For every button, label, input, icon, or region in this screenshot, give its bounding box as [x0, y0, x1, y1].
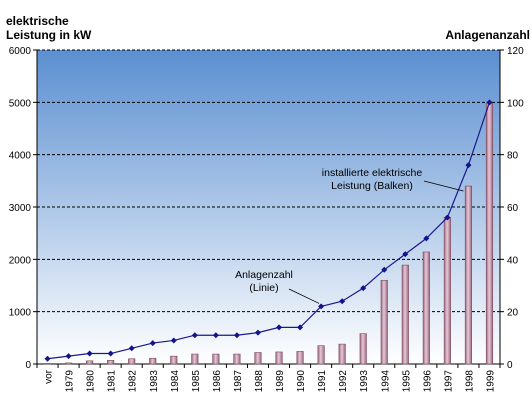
line-marker: [381, 266, 388, 273]
bar: [107, 360, 115, 365]
bar: [485, 103, 494, 365]
bar: [296, 351, 304, 365]
line-marker: [128, 345, 135, 352]
x-tick-label: 1987: [233, 370, 244, 393]
right-tick-label: 40: [507, 255, 519, 266]
annotation-bars: installierte elektrische Leistung (Balken…: [322, 167, 423, 192]
left-tick-label: 3000: [9, 203, 32, 214]
right-tick-label: 100: [507, 98, 524, 109]
line-marker: [486, 99, 493, 106]
bar: [128, 358, 136, 365]
x-tick-label: 1984: [170, 370, 181, 393]
x-tick-label: 1980: [86, 370, 97, 393]
annotation-bars-leader: [423, 180, 464, 192]
annotation-line-leader: [288, 288, 320, 304]
line-marker: [212, 332, 219, 339]
line-marker: [444, 214, 451, 221]
line-marker: [402, 251, 409, 258]
right-tick-label: 60: [507, 203, 519, 214]
right-tick-label: 80: [507, 151, 519, 162]
right-tick-label: 120: [507, 46, 524, 57]
x-tick-label: 1990: [296, 370, 307, 393]
x-tick-label: 1991: [317, 370, 328, 393]
right-tick-label: 0: [507, 360, 513, 371]
line-marker: [170, 337, 177, 344]
bar: [380, 279, 388, 365]
left-tick-label: 1000: [9, 308, 32, 319]
line-marker: [360, 285, 367, 292]
bar: [43, 363, 52, 365]
line-marker: [233, 332, 240, 339]
x-tick-label: 1979: [65, 370, 76, 393]
bar: [149, 357, 157, 365]
x-tick-label: 1982: [128, 370, 139, 393]
bar: [254, 352, 262, 365]
x-tick-label: 1992: [338, 370, 349, 393]
x-tick-label: 1993: [359, 370, 370, 393]
x-tick-label: 1994: [380, 370, 391, 393]
series-line: [47, 102, 491, 360]
line-marker: [191, 332, 198, 339]
bar: [170, 355, 178, 365]
bar: [401, 264, 409, 365]
line-marker: [423, 235, 430, 242]
line-marker: [149, 340, 156, 347]
left-axis-title: elektrische Leistung in kW: [6, 14, 92, 42]
line-marker: [107, 350, 114, 357]
bar: [338, 343, 346, 365]
x-tick-label: 1998: [464, 370, 475, 393]
left-tick-label: 6000: [9, 46, 32, 57]
x-tick-label: 1995: [401, 370, 412, 393]
x-tick-label: 1989: [275, 370, 286, 393]
bar: [191, 353, 199, 365]
bar: [359, 333, 367, 365]
bar: [65, 362, 73, 365]
line-marker: [276, 324, 283, 331]
right-tick-label: 20: [507, 308, 519, 319]
left-tick-label: 4000: [9, 151, 32, 162]
x-tick-label: 1985: [191, 370, 202, 393]
x-tick-label: 1983: [149, 370, 160, 393]
line-marker: [44, 355, 51, 362]
line-marker: [65, 353, 72, 360]
left-tick-label: 2000: [9, 255, 32, 266]
x-tick-label: 1988: [254, 370, 265, 393]
bar: [464, 185, 472, 365]
bar: [443, 217, 451, 365]
line-marker: [339, 298, 346, 305]
line-marker: [86, 350, 93, 357]
x-tick-label: 1999: [485, 370, 496, 393]
bar: [212, 353, 220, 365]
line-marker: [318, 303, 325, 310]
bar: [233, 353, 241, 365]
x-tick-label: 1996: [422, 370, 433, 393]
line-marker: [465, 162, 472, 169]
line-marker: [254, 329, 261, 336]
bar: [86, 360, 94, 365]
annotation-line: Anlagenzahl (Linie): [235, 269, 293, 294]
bar: [422, 251, 430, 365]
line-marker: [297, 324, 304, 331]
right-axis-title: Anlagenanzahl: [445, 28, 530, 42]
x-tick-label: 1981: [107, 370, 118, 393]
x-tick-label: 1986: [212, 370, 223, 393]
x-tick-label: vor: [44, 369, 55, 384]
x-tick-label: 1997: [443, 370, 454, 393]
left-tick-label: 0: [25, 360, 31, 371]
left-tick-label: 5000: [9, 98, 32, 109]
bar: [317, 345, 325, 365]
bar: [275, 351, 283, 365]
